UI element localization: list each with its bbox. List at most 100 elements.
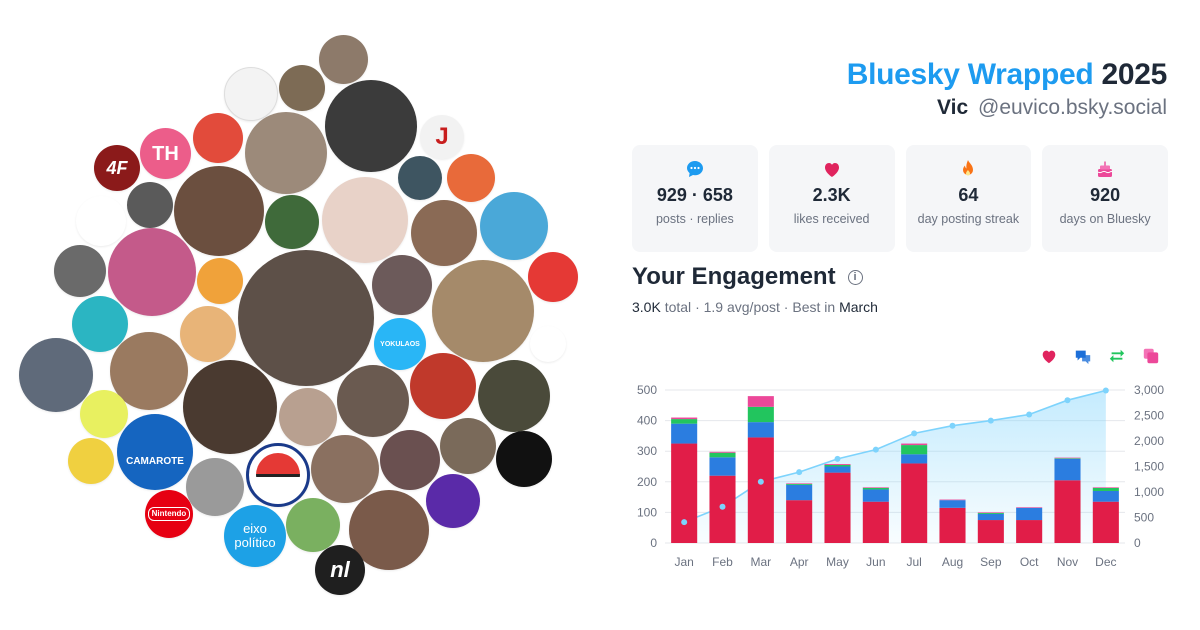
cumulative-point — [719, 503, 726, 510]
avatar[interactable] — [411, 200, 477, 266]
avatar[interactable] — [279, 65, 325, 111]
y2-tick-label: 2,000 — [1134, 434, 1164, 448]
avatar-j[interactable]: J — [420, 115, 464, 159]
y2-tick-label: 1,000 — [1134, 485, 1164, 499]
cumulative-point — [949, 422, 956, 429]
avatar-camarote[interactable]: CAMAROTE — [117, 414, 193, 490]
avatar[interactable] — [286, 498, 340, 552]
bar-segment — [786, 484, 813, 501]
avatar[interactable] — [319, 35, 368, 84]
avatar-label: Nintendo — [147, 507, 191, 521]
replies-icon[interactable] — [1074, 347, 1092, 365]
avatar[interactable] — [174, 166, 264, 256]
x-tick-label: Oct — [1020, 555, 1039, 569]
avatar[interactable] — [80, 390, 128, 438]
avatar-th[interactable]: TH — [140, 128, 191, 179]
avatar[interactable] — [72, 296, 128, 352]
avatar[interactable] — [380, 430, 440, 490]
avatar-4f[interactable]: 4F — [94, 145, 140, 191]
bar-segment — [824, 472, 851, 543]
avatar[interactable] — [193, 113, 243, 163]
avatar[interactable] — [180, 306, 236, 362]
cumulative-point — [872, 446, 879, 453]
avatar[interactable] — [279, 388, 337, 446]
avatar[interactable] — [398, 156, 442, 200]
avatar[interactable] — [325, 80, 417, 172]
avatar[interactable] — [183, 360, 277, 454]
quote-icon[interactable] — [1142, 347, 1160, 365]
avatar[interactable] — [426, 474, 480, 528]
y-tick-label: 500 — [637, 383, 657, 397]
avatar[interactable] — [127, 182, 173, 228]
avatar[interactable] — [224, 67, 278, 121]
display-name: Vic — [937, 96, 969, 119]
info-icon[interactable]: i — [847, 269, 863, 285]
bar-segment — [671, 443, 698, 543]
engagement-total-value: 3.0K — [632, 299, 661, 315]
avatar[interactable] — [478, 360, 550, 432]
avatar[interactable] — [19, 338, 93, 412]
stat-value: 64 — [958, 185, 979, 205]
avatar[interactable] — [447, 154, 495, 202]
avatar[interactable] — [245, 112, 327, 194]
avatar-nl[interactable]: nl — [315, 545, 365, 595]
avatar-nintendo[interactable]: Nintendo — [145, 490, 193, 538]
avatar-eixo-politico[interactable]: eixo político — [224, 505, 286, 567]
bar-segment — [862, 501, 889, 543]
heart-icon[interactable] — [1040, 347, 1058, 365]
y2-tick-label: 500 — [1134, 511, 1154, 525]
avatar[interactable] — [110, 332, 188, 410]
avatar[interactable] — [54, 245, 106, 297]
bar-segment — [1054, 457, 1081, 459]
avatar[interactable] — [246, 443, 310, 507]
y-tick-label: 400 — [637, 414, 657, 428]
cumulative-point — [911, 430, 918, 437]
avatar[interactable] — [410, 353, 476, 419]
pokeball-icon — [256, 453, 300, 497]
avatar[interactable] — [322, 177, 408, 263]
bar-segment — [747, 396, 774, 407]
cumulative-point — [1026, 411, 1033, 418]
avatar-label: TH — [152, 142, 179, 165]
stat-card-posts: 929 · 658 posts · replies — [632, 145, 758, 252]
avatar[interactable] — [186, 458, 244, 516]
bar-segment — [977, 512, 1004, 514]
avatar[interactable] — [530, 326, 566, 362]
user-handle[interactable]: @euvico.bsky.social — [978, 96, 1167, 119]
avatar[interactable] — [440, 418, 496, 474]
avatar[interactable] — [76, 196, 126, 246]
avatar[interactable] — [68, 438, 114, 484]
y-tick-label: 0 — [650, 536, 657, 550]
x-tick-label: Dec — [1095, 555, 1116, 569]
avatar[interactable] — [528, 252, 578, 302]
avatar[interactable] — [372, 255, 432, 315]
y2-tick-label: 1,500 — [1134, 460, 1164, 474]
avatar[interactable] — [480, 192, 548, 260]
flame-icon — [906, 159, 1032, 181]
avatar-yakulaos[interactable]: YOKULAOS — [374, 318, 426, 370]
avatar[interactable] — [496, 431, 552, 487]
avatar[interactable] — [265, 195, 319, 249]
bar-segment — [709, 451, 736, 453]
avatar[interactable] — [311, 435, 379, 503]
separator: · — [695, 299, 700, 315]
avatar[interactable] — [197, 258, 243, 304]
avatar[interactable] — [238, 250, 374, 386]
bar-segment — [977, 513, 1004, 521]
bar-segment — [709, 457, 736, 476]
bar-segment — [786, 483, 813, 485]
cumulative-point — [987, 417, 994, 424]
avatar[interactable] — [337, 365, 409, 437]
avatar[interactable] — [349, 490, 429, 570]
y-tick-label: 100 — [637, 505, 657, 519]
avatar[interactable] — [432, 260, 534, 362]
engagement-chart: 0 100 200 300 400 500 0 500 1,000 1,500 2,000 2,500… — [637, 383, 1164, 569]
avatar-collage: J TH 4F YOKULAOS CAMAROTE Nintendo — [19, 35, 578, 595]
repost-icon[interactable] — [1108, 347, 1126, 365]
avatar[interactable] — [108, 228, 196, 316]
bar-segment — [1054, 458, 1081, 481]
heart-icon — [769, 159, 895, 181]
engagement-total-label: total — [664, 299, 692, 315]
bar-segment — [1092, 490, 1119, 502]
x-tick-label: Jul — [906, 555, 921, 569]
